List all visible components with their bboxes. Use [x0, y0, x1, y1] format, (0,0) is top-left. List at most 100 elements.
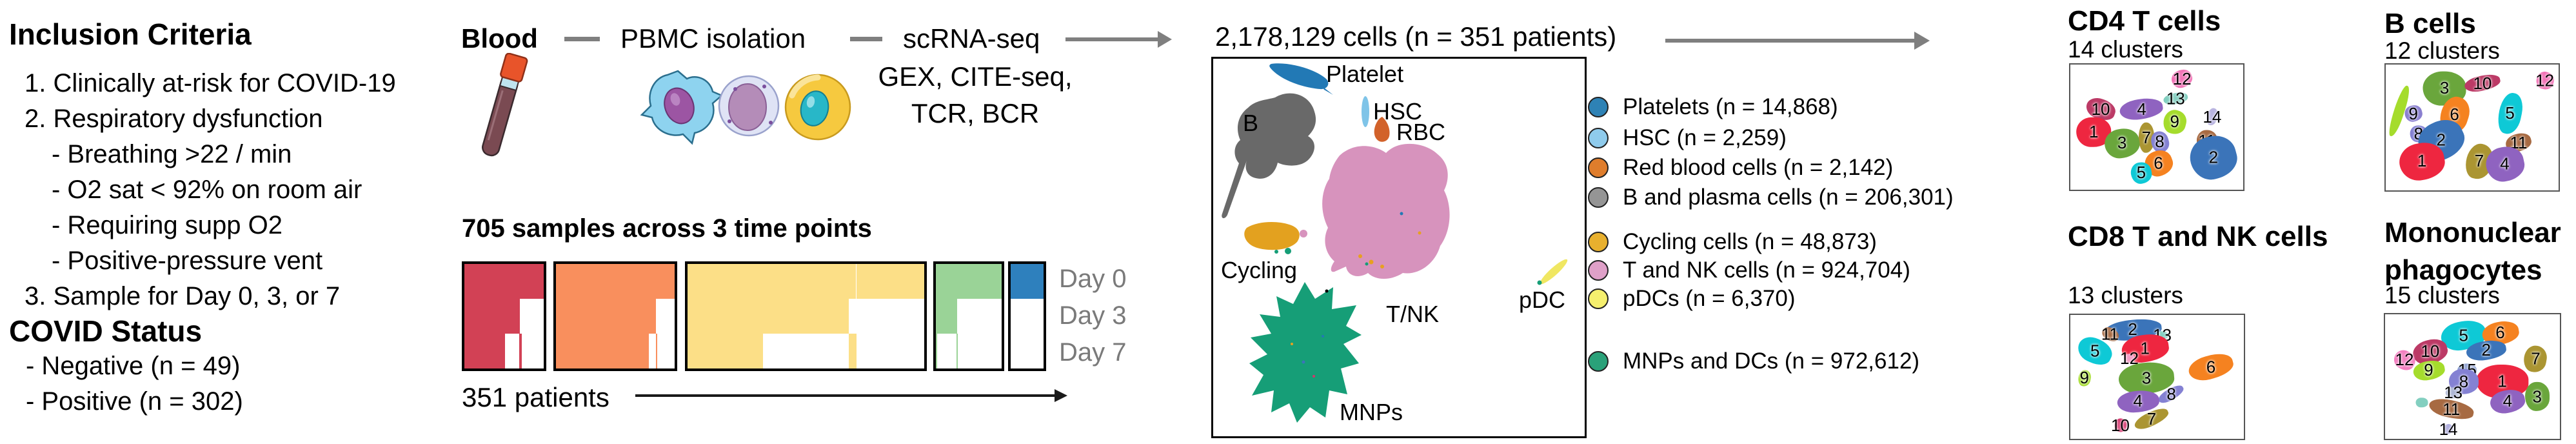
cluster-blob-3: 3 — [2524, 382, 2550, 411]
legend-item: Red blood cells (n = 2,142) — [1588, 153, 1893, 183]
inclusion-title: Inclusion Criteria — [9, 17, 252, 51]
covid-status-section: COVID Status — [9, 314, 202, 348]
assays-line1: GEX, CITE-seq, — [878, 61, 1073, 92]
cluster-blob-5: 5 — [2495, 90, 2526, 137]
b-cluster — [1222, 93, 1316, 219]
inclusion-item: - Positive-pressure vent — [52, 247, 323, 275]
samples-chart-title: 705 samples across 3 time points — [462, 214, 872, 243]
cluster-blob-2: 2 — [2185, 130, 2242, 184]
cluster-number-label: 8 — [2459, 371, 2469, 391]
bcells-panel-title: B cells — [2384, 8, 2476, 39]
cluster-number-label: 6 — [2154, 153, 2163, 173]
inclusion-items: 1. Clinically at-risk for COVID-19 2. Res… — [25, 66, 396, 314]
platelet-label: Platelet — [1326, 61, 1403, 87]
cluster-number-label: 12 — [2395, 350, 2414, 370]
day-label: Day 3 — [1059, 301, 1127, 330]
day-label: Day 0 — [1059, 265, 1127, 293]
covid-status-item: - Negative (n = 49) — [26, 352, 241, 380]
cluster-number-label: 7 — [2530, 348, 2541, 368]
cluster-number-label: 5 — [2505, 103, 2515, 123]
cluster-blob-12: 12 — [2120, 348, 2139, 368]
legend-color-dot — [1588, 351, 1609, 372]
legend-label: Red blood cells (n = 2,142) — [1623, 155, 1894, 180]
cluster-number-label: 14 — [2439, 419, 2458, 439]
sample-group-block — [553, 261, 677, 371]
legend-label: MNPs and DCs (n = 972,612) — [1623, 348, 1920, 374]
sample-presence-segment — [956, 334, 958, 368]
legend-color-dot — [1588, 128, 1609, 148]
cluster-number-label: 9 — [2079, 368, 2089, 388]
cluster-number-label: 7 — [2141, 127, 2152, 147]
inclusion-item: 1. Clinically at-risk for COVID-19 — [25, 69, 396, 97]
sample-presence-segment — [688, 334, 764, 368]
cluster-number-label: 9 — [2424, 360, 2433, 380]
workflow-arrow-icon — [1065, 30, 1172, 48]
legend-item: HSC (n = 2,259) — [1588, 123, 1787, 153]
cluster-number-label: 5 — [2090, 341, 2099, 361]
cluster-number-label: 13 — [2166, 88, 2185, 108]
cluster-number-label: 3 — [2532, 386, 2542, 406]
connector-dash — [850, 37, 882, 41]
cluster-number-label: 1 — [2140, 338, 2150, 358]
cycling-label: Cycling — [1221, 257, 1297, 283]
mnp-umap-box: 562101291571813114314 — [2384, 313, 2561, 440]
cluster-number-label: 10 — [2473, 73, 2492, 93]
legend-color-dot — [1588, 157, 1609, 178]
legend-label: pDCs (n = 6,370) — [1623, 286, 1796, 311]
cluster-blob-10: 10 — [2112, 415, 2130, 434]
legend-item: B and plasma cells (n = 206,301) — [1588, 183, 1954, 212]
mnps-label: MNPs — [1340, 399, 1403, 425]
cluster-number-label: 6 — [2495, 323, 2506, 343]
cd8-panel-title: CD8 T and NK cells — [2068, 221, 2328, 252]
cluster-number-label: 9 — [2170, 112, 2180, 132]
inclusion-item: - Requiring supp O2 — [52, 211, 282, 239]
cluster-number-label: 7 — [2474, 151, 2484, 171]
bcells-panel-subtitle: 12 clusters — [2384, 37, 2500, 64]
mnp-panel-title-line1: Mononuclear — [2384, 217, 2561, 248]
blood-label: Blood — [461, 23, 538, 54]
cluster-number-label: 3 — [2117, 133, 2127, 153]
cluster-number-label: 11 — [2442, 399, 2461, 419]
cluster-number-label: 1 — [2497, 371, 2507, 391]
rbc-label: RBC — [1396, 119, 1445, 145]
sample-presence-segment — [519, 334, 522, 368]
mnps-cluster — [1249, 282, 1362, 423]
sample-group-block — [462, 261, 546, 371]
legend-item: Cycling cells (n = 48,873) — [1588, 227, 1877, 257]
blood-tube-icon — [481, 53, 528, 157]
cd8-panel-subtitle: 13 clusters — [2068, 282, 2183, 308]
scrna-seq-label: scRNA-seq — [903, 23, 1040, 54]
legend-color-dot — [1588, 97, 1609, 117]
bcells-umap-box: 3 10 12 9 6 5 8 2 11 1 7 4 — [2384, 63, 2560, 192]
mnp-panel-subtitle: 15 clusters — [2384, 282, 2500, 308]
day-label: Day 7 — [1059, 338, 1127, 367]
covid-status-title: COVID Status — [9, 314, 203, 348]
inclusion-item: - O2 sat < 92% on room air — [52, 176, 362, 204]
cluster-number-label: 10 — [2091, 99, 2110, 119]
legend-label: Cycling cells (n = 48,873) — [1623, 229, 1877, 254]
cluster-blob-10: 10 — [2463, 72, 2502, 95]
legend-color-dot — [1588, 232, 1609, 252]
cluster-blob-4: 4 — [2118, 96, 2165, 122]
rbc-cluster — [1374, 117, 1390, 142]
cd4-umap-box: 1213410191478311265 — [2069, 63, 2244, 191]
cluster-number-label: 3 — [2439, 78, 2450, 98]
cluster-number-label: 4 — [2133, 391, 2143, 411]
sample-presence-segment — [556, 299, 656, 334]
cd8-umap-box: 2 11 13 1 5 12 6 3 9 8 4 7 10 — [2069, 314, 2245, 440]
cluster-number-label: 12 — [2172, 68, 2192, 88]
subclustering-arrow-icon — [1665, 31, 1930, 50]
umap-title: 2,178,129 cells (n = 351 patients) — [1215, 21, 1617, 52]
cluster-number-label: 1 — [2088, 122, 2099, 142]
inclusion-criteria-section: Inclusion Criteria — [9, 17, 252, 52]
cycling-cluster — [1244, 221, 1300, 250]
sample-presence-segment — [688, 299, 849, 334]
sample-presence-segment — [936, 264, 1002, 299]
cluster-blob-12: 12 — [2534, 70, 2556, 92]
legend-item: pDCs (n = 6,370) — [1588, 284, 1796, 314]
cluster-number-label: 8 — [2166, 384, 2176, 404]
sample-presence-segment — [936, 299, 957, 334]
sample-presence-segment — [1011, 264, 1044, 299]
cluster-blob-14: 14 — [2203, 107, 2221, 127]
